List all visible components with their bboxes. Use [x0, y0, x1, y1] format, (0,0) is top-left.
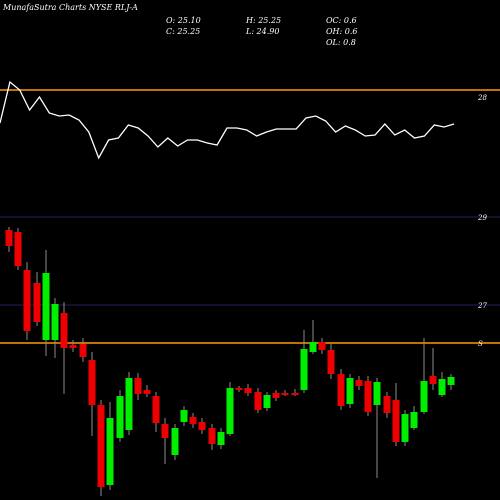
candle-body-48	[447, 377, 455, 385]
indicator-panel	[0, 80, 455, 160]
candle-body-32	[300, 349, 308, 390]
candle-body-9	[88, 360, 96, 405]
candle-body-17	[161, 424, 169, 438]
indicator-line	[0, 80, 455, 160]
candle-body-26	[244, 388, 252, 393]
candle-body-18	[171, 428, 179, 455]
close-value: C: 25.25	[166, 27, 201, 36]
candle-body-19	[180, 410, 188, 422]
candle-body-35	[327, 350, 335, 374]
open-high-value: OH: 0.6	[326, 27, 358, 36]
candle-body-27	[254, 392, 262, 410]
candle-body-33	[309, 342, 317, 352]
candle-body-10	[97, 405, 105, 487]
candle-body-0	[5, 230, 13, 246]
candle-body-31	[291, 393, 299, 395]
candle-body-16	[152, 396, 160, 423]
price-tick-label-0: 29	[477, 214, 487, 222]
candle-body-23	[217, 432, 225, 445]
grid-lines	[0, 216, 500, 306]
high-value: H: 25.25	[246, 16, 282, 25]
candle-body-47	[438, 379, 446, 395]
candle-body-45	[420, 381, 428, 412]
candle-body-8	[79, 344, 87, 357]
low-value: L: 24.90	[246, 27, 280, 36]
candlestick-series	[5, 227, 455, 496]
candle-body-21	[198, 422, 206, 430]
candle-body-3	[33, 283, 41, 322]
candle-body-5	[51, 304, 59, 340]
candle-body-43	[401, 414, 409, 442]
candle-body-25	[235, 388, 243, 390]
candle-body-4	[42, 273, 50, 340]
candle-body-28	[263, 395, 271, 408]
candle-body-40	[373, 382, 381, 405]
candle-body-14	[134, 378, 142, 394]
candle-body-46	[429, 376, 437, 384]
candle-body-12	[116, 396, 124, 438]
open-low-value: OL: 0.8	[326, 38, 356, 47]
open-value: O: 25.10	[166, 16, 201, 25]
open-close-value: OC: 0.6	[326, 16, 357, 25]
candle-body-15	[143, 390, 151, 394]
candle-body-2	[23, 270, 31, 331]
candle-body-39	[364, 381, 372, 412]
candle-body-6	[60, 313, 68, 348]
candle-body-36	[337, 374, 345, 406]
candle-body-13	[125, 378, 133, 430]
price-tick-label-2: S	[478, 340, 483, 348]
candle-body-37	[346, 378, 354, 404]
candle-body-41	[383, 396, 391, 413]
indicator-tick-label: 28	[477, 94, 487, 102]
candle-body-22	[208, 428, 216, 444]
candle-body-34	[318, 342, 326, 350]
chart-brand: MunafaSutra Charts NYSE RLJ-A	[3, 3, 138, 12]
candle-body-38	[355, 380, 363, 386]
candle-body-11	[106, 418, 114, 485]
candle-body-44	[410, 412, 418, 428]
candle-body-7	[69, 345, 77, 348]
tick-labels: 28 29 27 S	[477, 94, 487, 348]
candle-body-1	[14, 232, 22, 266]
candle-body-42	[392, 400, 400, 442]
price-tick-label-1: 27	[477, 302, 487, 310]
candle-body-20	[189, 417, 197, 424]
candle-body-24	[226, 388, 234, 434]
candle-body-29	[272, 393, 280, 398]
candle-body-30	[281, 393, 289, 395]
